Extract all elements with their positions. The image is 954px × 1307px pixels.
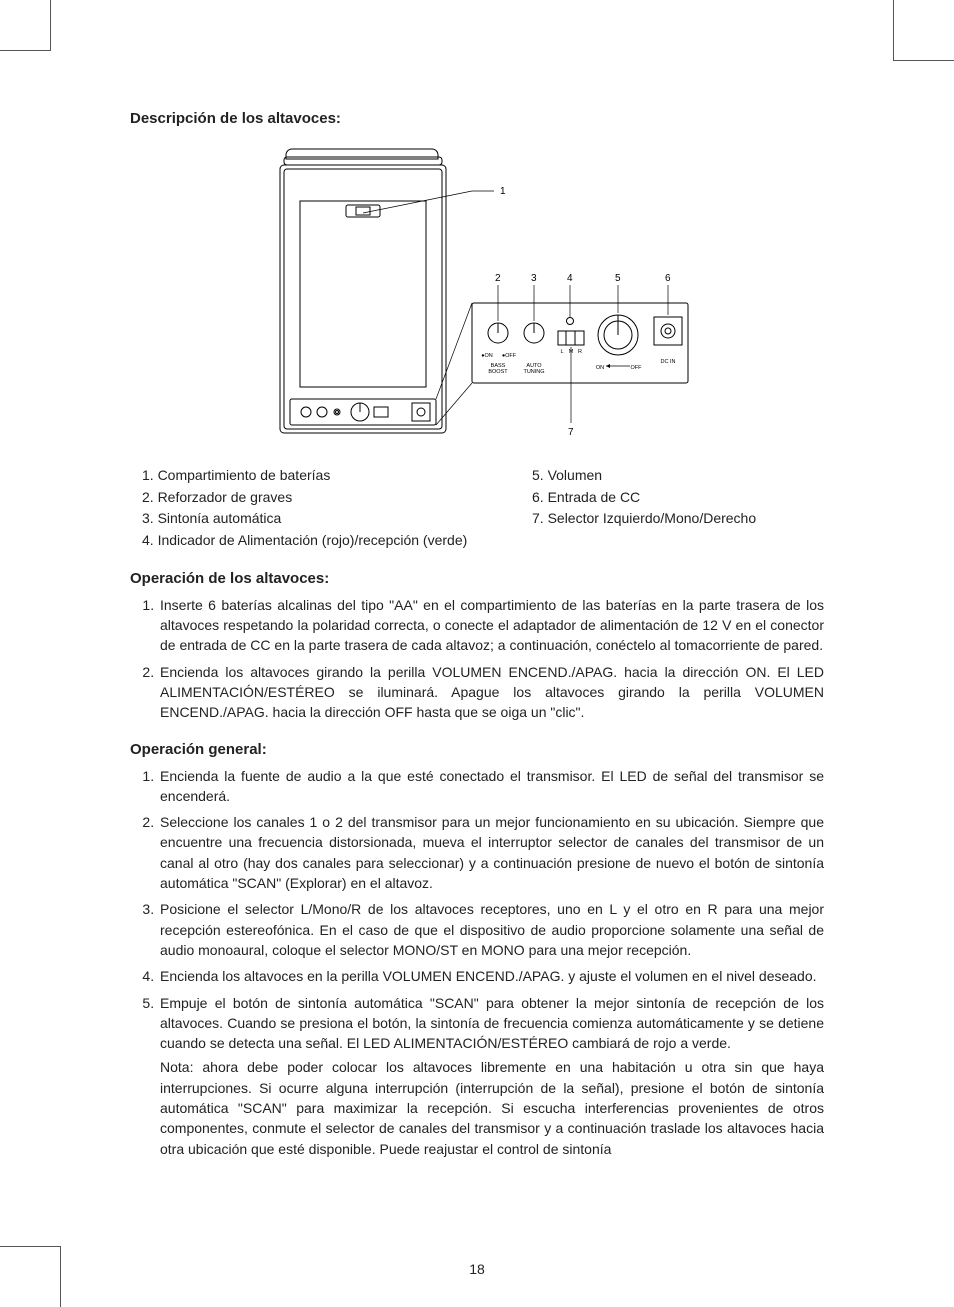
section-title-operation-speakers: Operación de los altavoces: — [130, 570, 824, 587]
label-dcin: DC IN — [661, 359, 676, 365]
diagram-legend: 1. Compartimiento de baterías 2. Reforza… — [142, 465, 824, 552]
list-item: Encienda los altavoces girando la perill… — [158, 662, 824, 723]
manual-page: Descripción de los altavoces: — [0, 0, 954, 1307]
label-volon: ON — [596, 365, 604, 371]
page-number: 18 — [0, 1261, 954, 1277]
label-on: ●ON — [481, 353, 493, 359]
diagram-svg: ●ON ●OFF BASS BOOST AUTO TUNING L M R ON… — [262, 135, 692, 455]
crop-mark — [893, 0, 954, 61]
section-title-description: Descripción de los altavoces: — [130, 110, 824, 127]
legend-item: 2. Reforzador de graves — [142, 487, 532, 509]
crop-mark — [0, 0, 51, 51]
legend-item: 3. Sintonía automática — [142, 508, 532, 530]
list-item: Encienda los altavoces en la perilla VOL… — [158, 966, 824, 986]
legend-item: 5. Volumen — [532, 465, 756, 487]
speaker-operation-list: Inserte 6 baterías alcalinas del tipo "A… — [130, 595, 824, 723]
list-item: Inserte 6 baterías alcalinas del tipo "A… — [158, 595, 824, 656]
list-item: Encienda la fuente de audio a la que est… — [158, 766, 824, 807]
legend-item: 6. Entrada de CC — [532, 487, 756, 509]
general-operation-list: Encienda la fuente de audio a la que est… — [130, 766, 824, 1159]
callout-1: 1 — [500, 186, 506, 197]
section-title-operation-general: Operación general: — [130, 741, 824, 758]
callout-6: 6 — [665, 273, 671, 284]
label-r: R — [578, 349, 582, 355]
label-l: L — [560, 349, 563, 355]
legend-item: 4. Indicador de Alimentación (rojo)/rece… — [142, 530, 532, 552]
label-auto2: TUNING — [523, 369, 544, 375]
callout-5: 5 — [615, 273, 621, 284]
list-item: Posicione el selector L/Mono/R de los al… — [158, 899, 824, 960]
list-item-text: Empuje el botón de sintonía automática "… — [160, 995, 824, 1052]
speaker-diagram: ●ON ●OFF BASS BOOST AUTO TUNING L M R ON… — [130, 135, 824, 455]
legend-item: 1. Compartimiento de baterías — [142, 465, 532, 487]
legend-item: 7. Selector Izquierdo/Mono/Derecho — [532, 508, 756, 530]
callout-7: 7 — [568, 427, 574, 438]
note-text: Nota: ahora debe poder colocar los altav… — [160, 1057, 824, 1158]
callout-2: 2 — [495, 273, 501, 284]
callout-4: 4 — [567, 273, 573, 284]
callout-3: 3 — [531, 273, 537, 284]
label-off: ●OFF — [502, 353, 517, 359]
list-item: Seleccione los canales 1 o 2 del transmi… — [158, 812, 824, 893]
label-voloff: OFF — [631, 365, 643, 371]
label-bass2: BOOST — [488, 369, 508, 375]
list-item: Empuje el botón de sintonía automática "… — [158, 993, 824, 1159]
